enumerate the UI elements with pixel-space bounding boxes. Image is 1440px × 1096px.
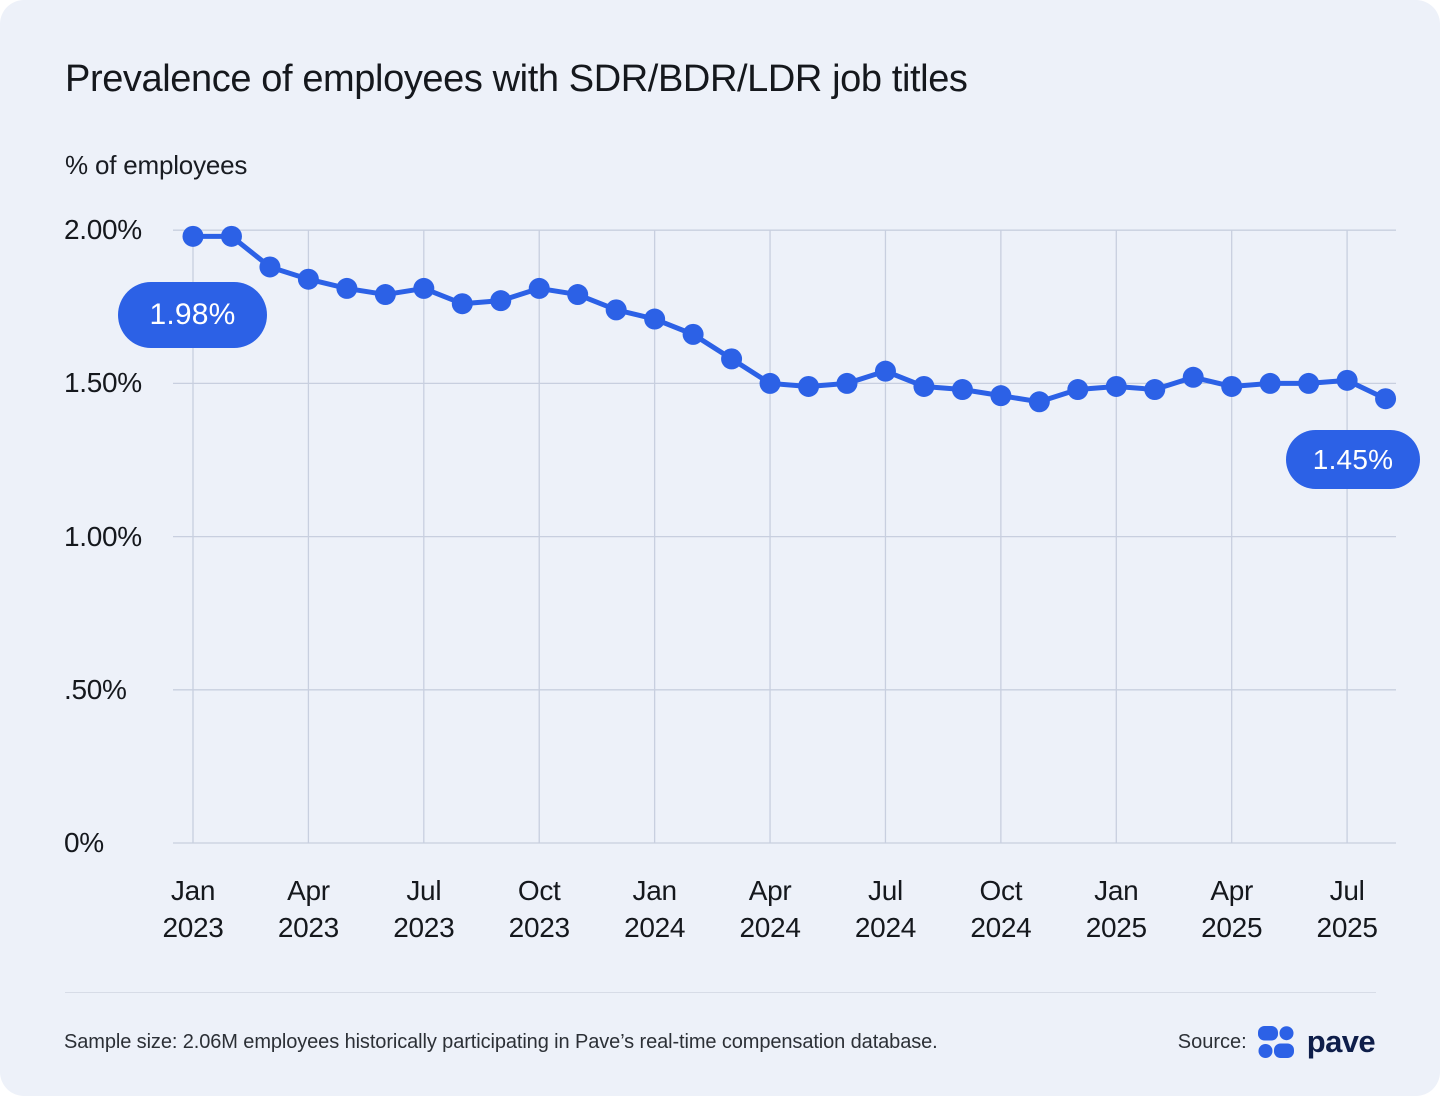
data-point	[951, 379, 973, 401]
x-tick-month: Oct	[979, 875, 1023, 906]
pave-logo-icon	[1257, 1026, 1294, 1058]
x-tick-year: 2023	[162, 912, 224, 943]
x-tick-month: Oct	[517, 875, 561, 906]
data-point	[1259, 372, 1281, 394]
data-point	[259, 256, 281, 278]
x-tick-month: Jan	[170, 875, 216, 906]
x-tick-label: Oct 2024	[931, 872, 1071, 946]
first-point-value: 1.98%	[149, 298, 236, 331]
data-point	[1028, 391, 1050, 413]
y-axis-title: % of employees	[65, 150, 248, 180]
source-label: Source:	[1177, 1030, 1247, 1053]
data-point	[644, 308, 666, 330]
data-line	[190, 233, 1389, 405]
x-tick-year: 2025	[1201, 912, 1263, 943]
data-point	[490, 290, 512, 312]
data-point	[682, 323, 704, 345]
y-tick-label: 2.00%	[64, 214, 142, 246]
data-point	[1105, 375, 1127, 397]
data-point	[567, 284, 589, 306]
x-tick-year: 2025	[1316, 912, 1378, 943]
data-point	[798, 375, 820, 397]
data-point	[1182, 366, 1204, 388]
x-tick-month: Jan	[632, 875, 678, 906]
y-tick-label: .50%	[64, 673, 127, 705]
x-tick-year: 2024	[854, 912, 916, 943]
last-point-label-pill: 1.45%	[1286, 430, 1420, 489]
y-tick-label: 1.50%	[64, 367, 142, 399]
x-tick-month: Jan	[1094, 875, 1139, 906]
x-tick-year: 2025	[1085, 912, 1147, 943]
x-tick-label: Apr 2025	[1162, 872, 1302, 946]
data-point	[1144, 379, 1166, 401]
data-point	[913, 375, 935, 397]
x-tick-year: 2024	[970, 912, 1032, 943]
x-tick-label: Jul 2025	[1277, 872, 1417, 946]
sample-size-note: Sample size: 2.06M employees historicall…	[64, 1031, 938, 1053]
x-tick-month: Apr	[748, 875, 792, 906]
data-point	[759, 372, 781, 394]
chart-title: Prevalence of employees with SDR/BDR/LDR…	[65, 58, 968, 100]
data-point	[1336, 369, 1358, 391]
data-point	[1067, 379, 1089, 401]
x-tick-label: Jan 2023	[123, 872, 263, 946]
data-point	[336, 277, 358, 299]
x-tick-year: 2023	[277, 912, 339, 943]
data-point	[413, 277, 435, 299]
x-tick-month: Apr	[1210, 875, 1254, 906]
first-point-label-pill: 1.98%	[118, 282, 267, 348]
pave-wordmark: pave	[1306, 1024, 1376, 1059]
data-point	[1375, 388, 1397, 410]
x-tick-month: Jul	[406, 875, 442, 906]
x-tick-month: Jul	[1329, 875, 1365, 906]
x-tick-month: Apr	[287, 875, 330, 906]
data-point	[836, 372, 858, 394]
data-point	[1298, 372, 1320, 394]
x-tick-label: Jan 2025	[1046, 872, 1186, 946]
x-tick-label: Apr 2024	[700, 872, 840, 946]
y-tick-label: 0%	[64, 827, 104, 858]
x-tick-year: 2024	[739, 912, 801, 943]
source-attribution: Source: pave	[1177, 1022, 1376, 1062]
x-tick-year: 2024	[624, 912, 686, 943]
data-point	[182, 225, 204, 247]
last-point-value: 1.45%	[1312, 443, 1394, 475]
data-point	[220, 225, 242, 247]
data-point	[374, 284, 396, 306]
x-tick-month: Jul	[868, 875, 903, 906]
x-tick-label: Apr 2023	[238, 872, 378, 946]
footer-divider	[65, 992, 1376, 993]
data-point	[605, 299, 627, 321]
x-tick-year: 2023	[393, 912, 455, 943]
data-point	[528, 277, 550, 299]
x-tick-label: Oct 2023	[469, 872, 609, 946]
x-tick-label: Jul 2024	[815, 872, 955, 946]
y-tick-label: 1.00%	[64, 520, 142, 552]
data-point	[451, 293, 473, 315]
x-tick-label: Jan 2024	[585, 872, 725, 946]
data-point	[297, 268, 319, 290]
data-point	[874, 360, 896, 382]
data-point	[721, 348, 743, 370]
x-tick-year: 2023	[508, 912, 570, 943]
x-tick-label: Jul 2023	[354, 872, 494, 946]
data-point	[990, 385, 1012, 407]
data-point	[1221, 375, 1243, 397]
